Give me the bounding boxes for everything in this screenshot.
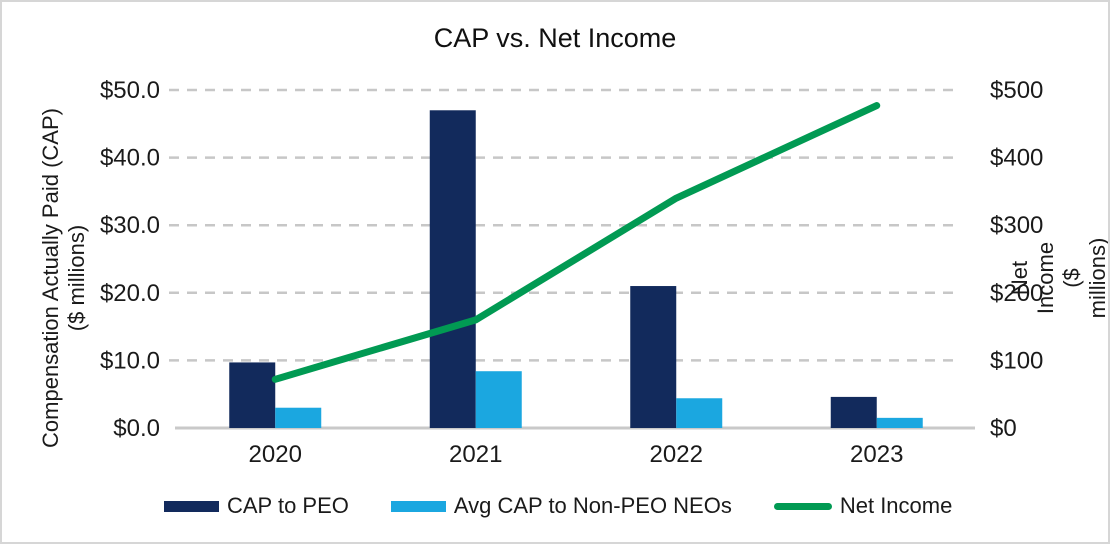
legend: CAP to PEO Avg CAP to Non-PEO NEOs Net Inc… — [164, 493, 952, 519]
chart-title: CAP vs. Net Income — [433, 23, 677, 53]
bar-avg-cap-to-non-peo-neos-2021 — [475, 371, 522, 428]
left-axis-tick-label: $30.0 — [100, 212, 160, 239]
legend-label: Avg CAP to Non-PEO NEOs — [453, 493, 732, 518]
right-axis-tick-label: $200 — [990, 280, 1043, 307]
right-axis-tick-label: $400 — [990, 145, 1043, 172]
legend-item-cap-to-peo: CAP to PEO — [164, 493, 349, 519]
left-axis-tick-label: $10.0 — [100, 347, 160, 374]
legend-bar-swatch — [164, 500, 219, 512]
right-axis-tick-label: $300 — [990, 212, 1043, 239]
x-axis-category-label: 2023 — [850, 441, 903, 468]
legend-item-avg-cap-to-non-peo-neos: Avg CAP to Non-PEO NEOs — [390, 493, 732, 519]
left-axis-tick-label: $50.0 — [100, 77, 160, 104]
bar-avg-cap-to-non-peo-neos-2020 — [275, 407, 322, 428]
legend-bar-swatch — [390, 500, 446, 512]
right-axis-tick-label: $100 — [990, 347, 1043, 374]
legend-line-swatch — [773, 502, 832, 510]
x-axis-category-label: 2021 — [449, 441, 502, 468]
legend-label: Net Income — [839, 493, 953, 518]
bar-cap-to-peo-2020 — [229, 362, 276, 428]
right-axis-tick-label: $500 — [990, 77, 1043, 104]
bar-cap-to-peo-2023 — [830, 396, 877, 428]
bar-avg-cap-to-non-peo-neos-2022 — [676, 398, 723, 428]
legend-item-net-income: Net Income — [773, 493, 953, 519]
left-axis-tick-label: $20.0 — [100, 280, 160, 307]
legend-label: CAP to PEO — [227, 493, 349, 518]
bar-cap-to-peo-2022 — [630, 286, 677, 428]
net-income-line — [271, 102, 881, 383]
x-axis-category-label: 2022 — [650, 441, 703, 468]
x-axis-category-label: 2020 — [249, 441, 302, 468]
left-axis-tick-label: $0.0 — [113, 415, 160, 442]
bar-avg-cap-to-non-peo-neos-2023 — [876, 417, 923, 428]
right-axis-tick-label: $0 — [990, 415, 1017, 442]
left-axis-tick-label: $40.0 — [100, 145, 160, 172]
bar-cap-to-peo-2021 — [429, 110, 476, 428]
